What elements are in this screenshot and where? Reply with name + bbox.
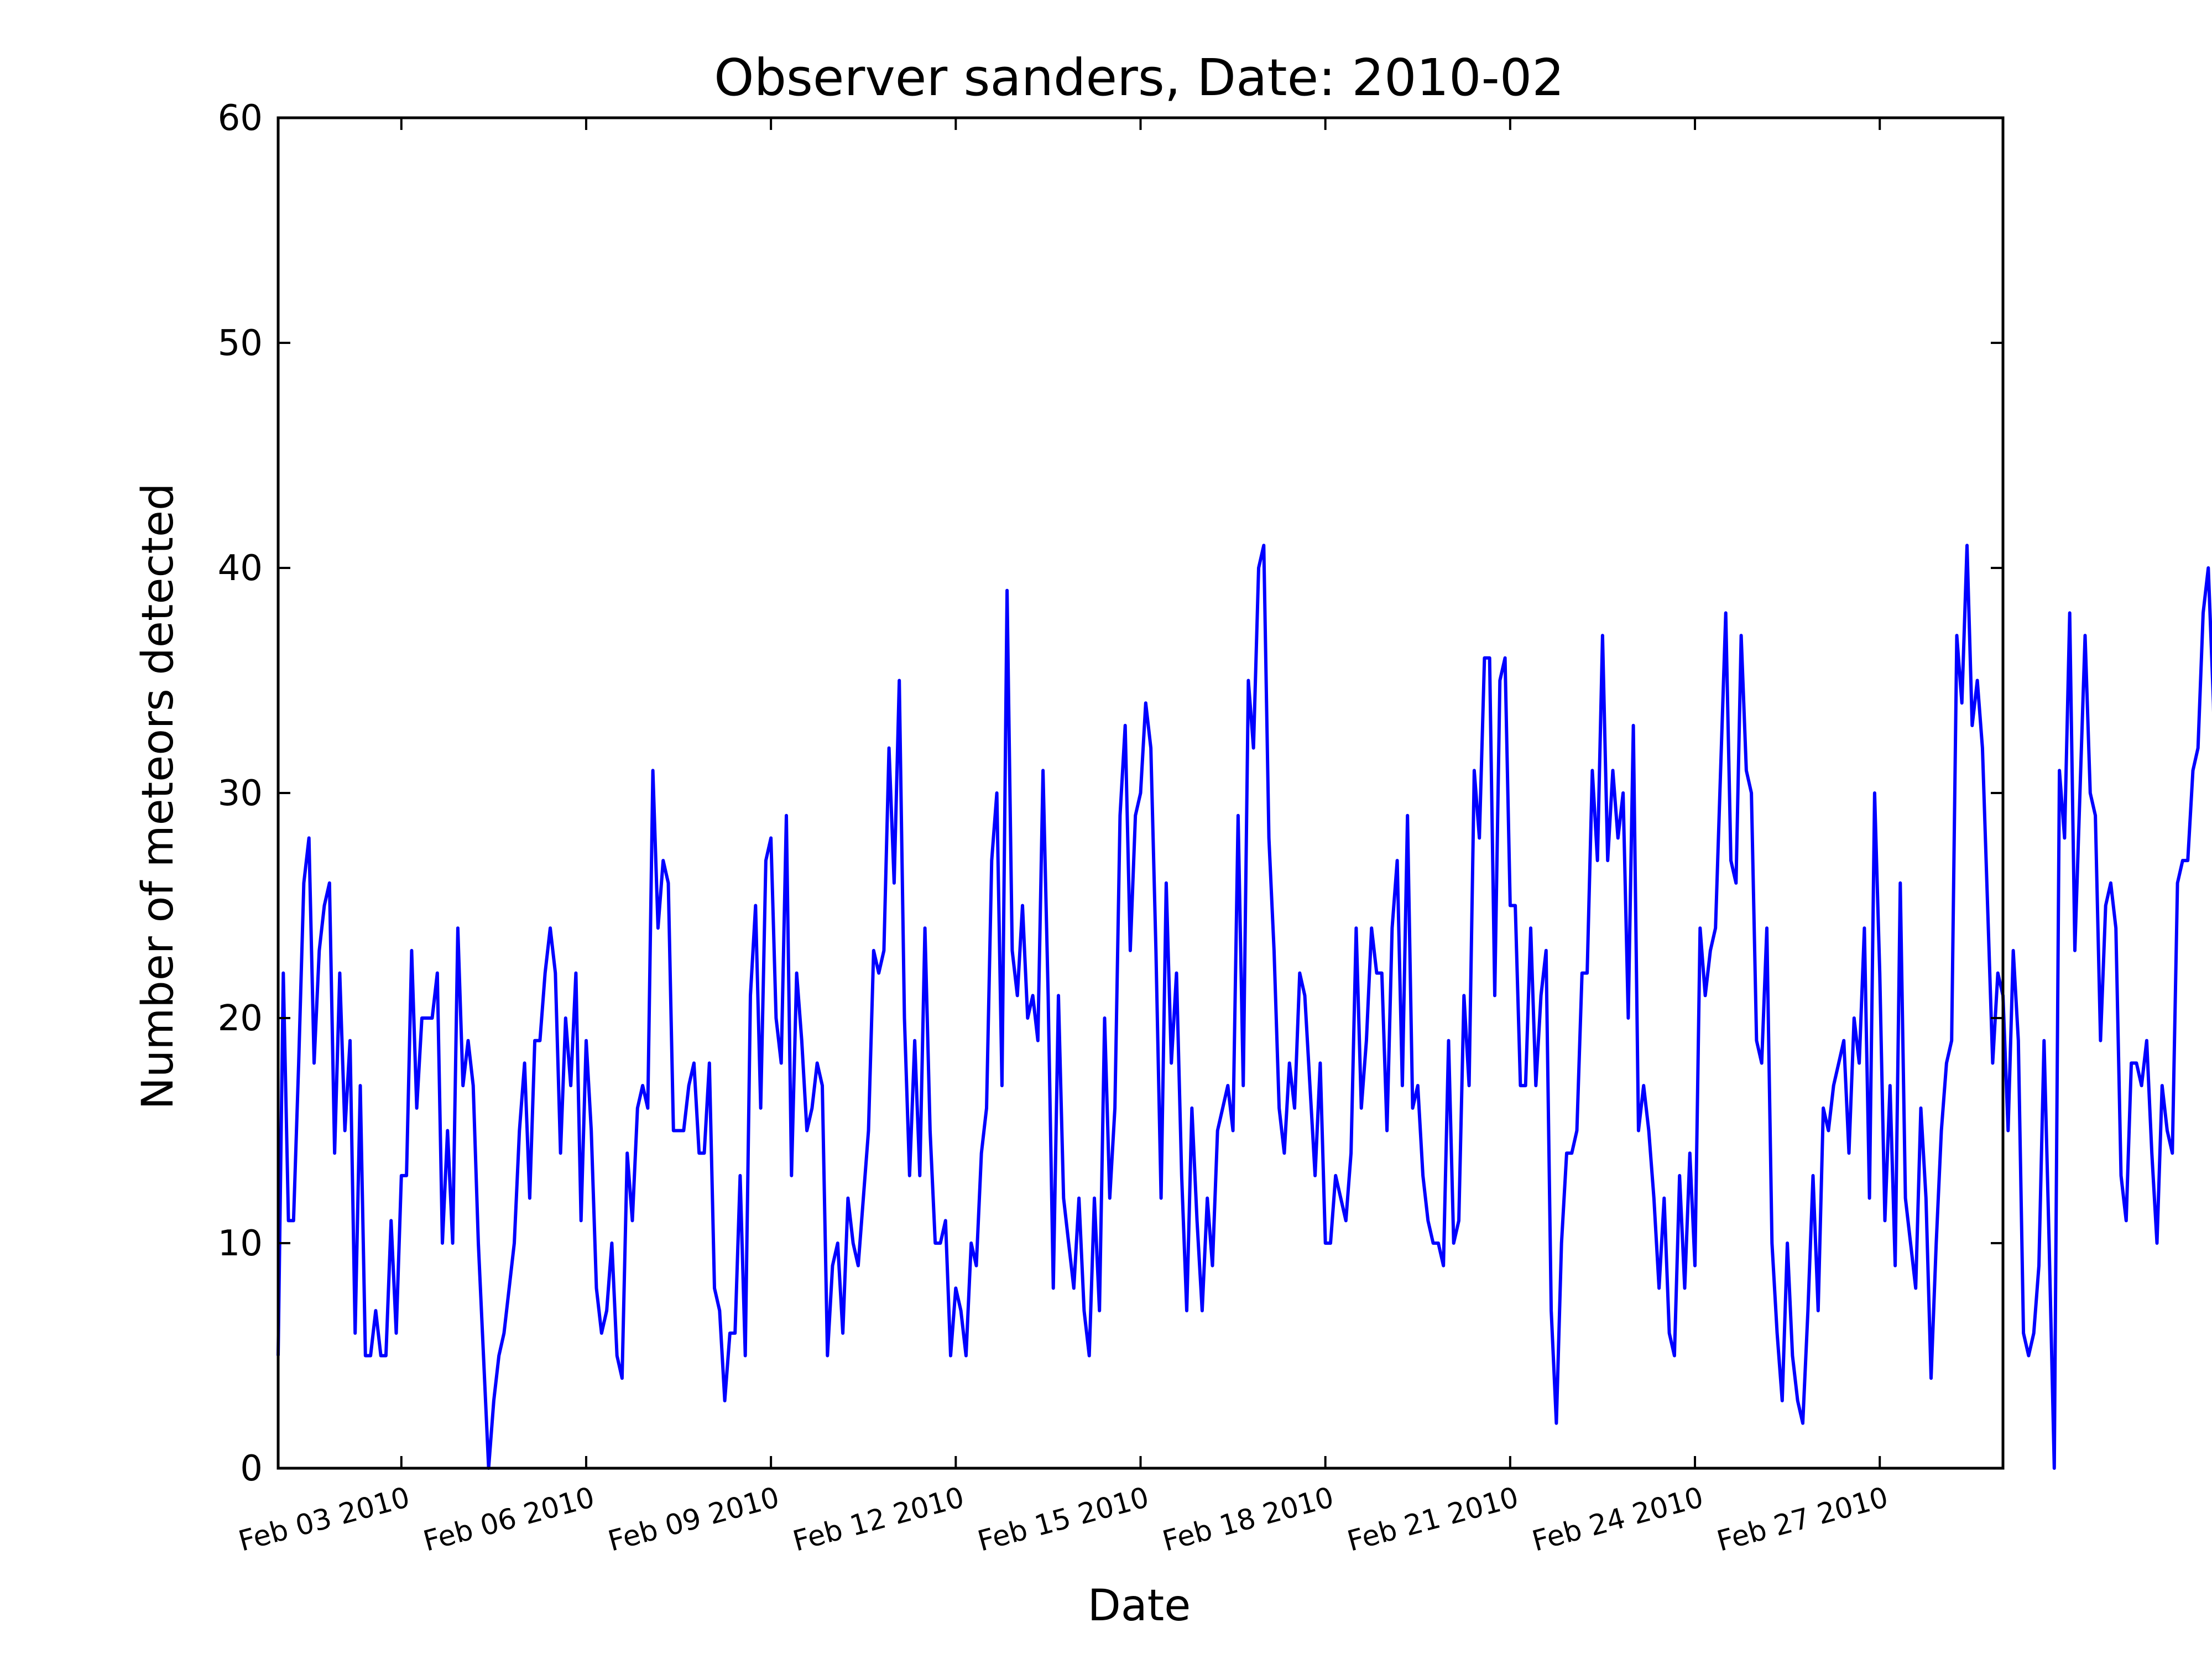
y-tick-label: 30 bbox=[218, 773, 263, 814]
y-tick-label: 20 bbox=[218, 998, 263, 1039]
y-tick-label: 10 bbox=[218, 1223, 263, 1264]
y-tick-label: 60 bbox=[218, 98, 263, 139]
y-tick-label: 40 bbox=[218, 548, 263, 589]
y-axis: 0 10 20 30 40 50 60 bbox=[218, 98, 2003, 1489]
y-axis-title: Number of meteors detected bbox=[133, 483, 183, 1110]
data-series bbox=[276, 544, 2212, 1470]
series-line-0 bbox=[276, 544, 2212, 1470]
x-axis-title: Date bbox=[1088, 1581, 1191, 1631]
y-tick-label: 0 bbox=[240, 1448, 263, 1489]
chart-title: Observer sanders, Date: 2010-02 bbox=[714, 48, 1564, 107]
y-tick-label: 50 bbox=[218, 323, 263, 364]
